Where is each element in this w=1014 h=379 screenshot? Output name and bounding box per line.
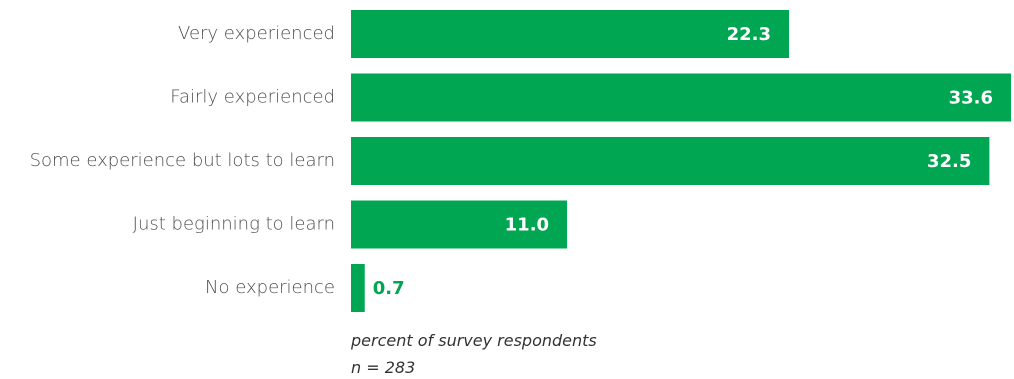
bar	[351, 137, 990, 185]
bars-layer: Very experienced 22.3 Fairly experienced 33…	[30, 10, 1011, 312]
bar	[351, 73, 1011, 122]
category-label: No experience	[205, 277, 335, 298]
category-label: Fairly experienced	[170, 87, 335, 108]
value-label: 33.6	[949, 88, 993, 109]
value-label: 32.5	[927, 151, 971, 172]
bar	[351, 200, 568, 249]
note-units: percent of survey respondents	[350, 331, 597, 350]
note-sample-size: n = 283	[351, 358, 415, 377]
category-label: Just beginning to learn	[133, 214, 335, 235]
bar	[351, 264, 365, 312]
bar	[351, 10, 790, 58]
category-label: Some experience but lots to learn	[30, 150, 335, 171]
category-label: Very experienced	[178, 23, 335, 44]
value-label: 22.3	[727, 24, 771, 45]
value-label: 0.7	[373, 278, 405, 299]
value-label: 11.0	[505, 215, 549, 236]
